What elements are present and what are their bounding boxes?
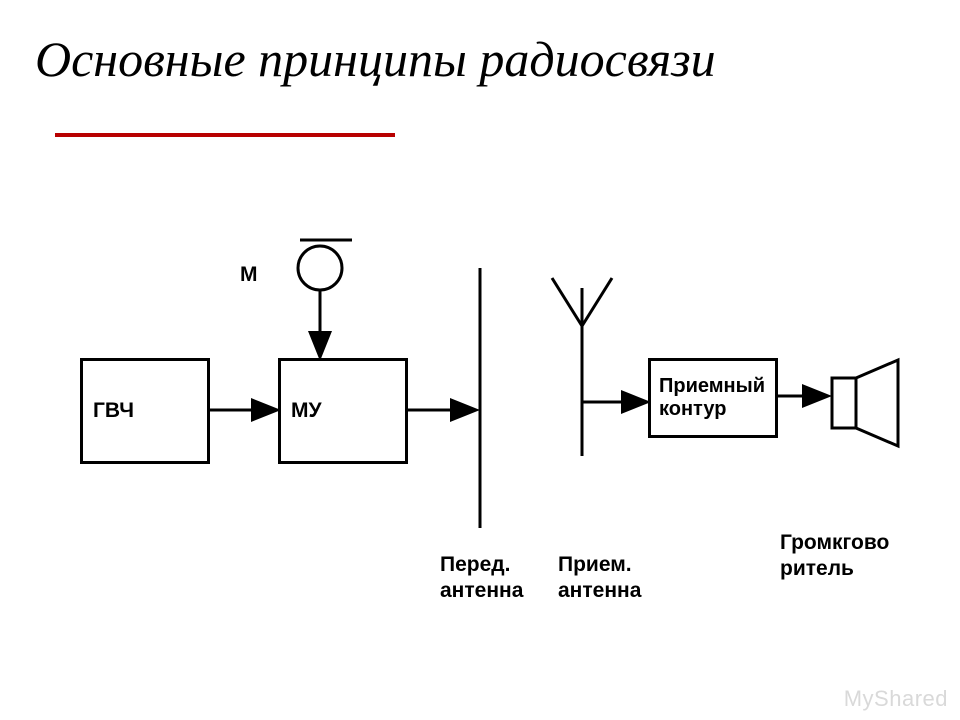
rx-antenna-v-left	[552, 278, 582, 326]
box-gvch-label: ГВЧ	[93, 399, 134, 423]
microphone-icon	[298, 246, 342, 290]
box-rx-label: Приемный контур	[659, 375, 775, 421]
speaker-body	[832, 378, 856, 428]
rx-antenna-label: Прием.антенна	[558, 552, 641, 605]
box-rx: Приемный контур	[648, 358, 778, 438]
speaker-label: Громкговоритель	[780, 530, 889, 583]
diagram-canvas: ГВЧ МУ Приемный контур М Перед.антенна П…	[0, 0, 960, 720]
box-mu: МУ	[278, 358, 408, 464]
tx-antenna-label: Перед.антенна	[440, 552, 523, 605]
box-gvch: ГВЧ	[80, 358, 210, 464]
microphone-label: М	[240, 262, 258, 288]
speaker-horn	[856, 360, 898, 446]
box-mu-label: МУ	[291, 399, 322, 423]
watermark: MyShared	[844, 686, 948, 712]
rx-antenna-v-right	[582, 278, 612, 326]
